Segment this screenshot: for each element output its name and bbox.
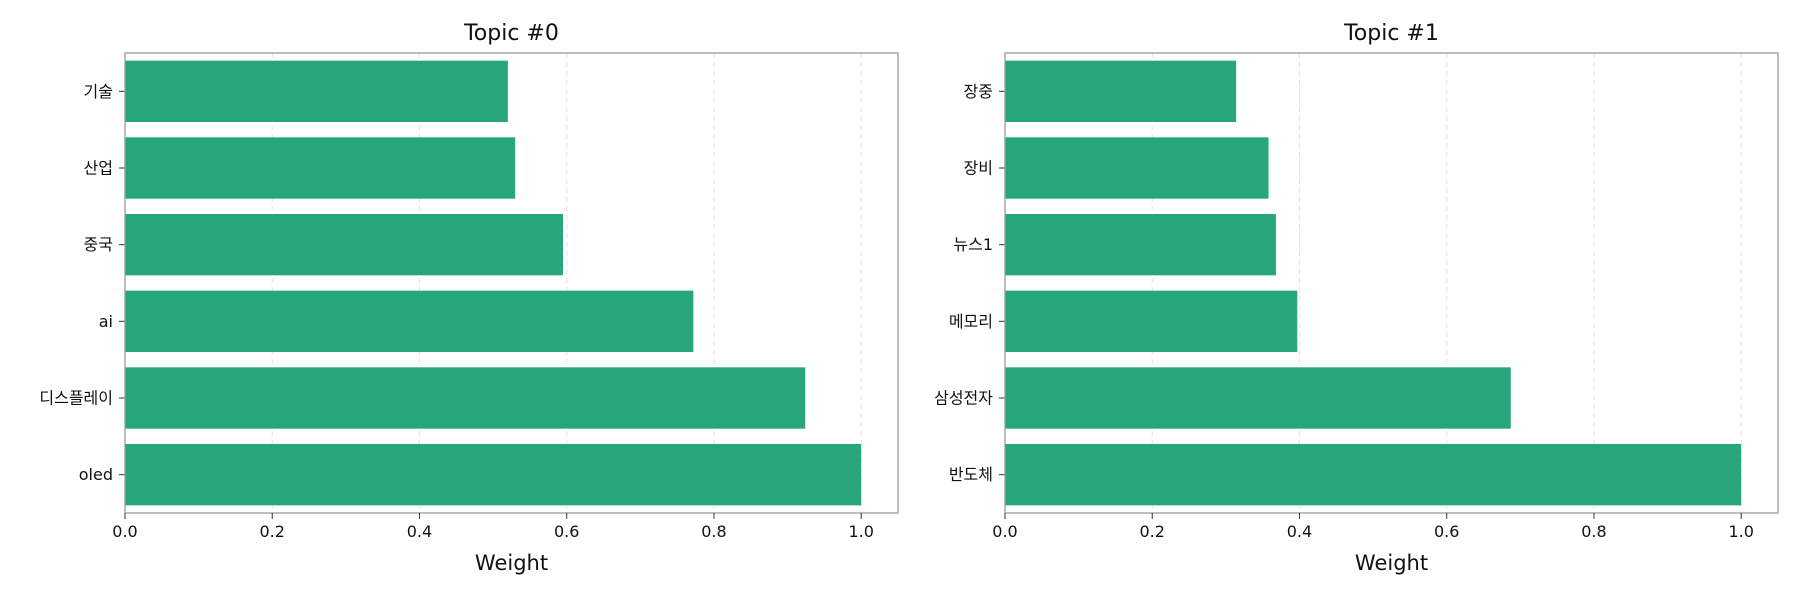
category-label: ai — [99, 312, 113, 331]
bar-0 — [125, 60, 508, 122]
category-label: 메모리 — [949, 312, 993, 331]
category-label: 장비 — [964, 159, 993, 178]
x-tick-label: 0.8 — [701, 522, 726, 541]
bar-4 — [125, 367, 806, 429]
x-tick-label: 0.2 — [1140, 522, 1165, 541]
category-label: oled — [79, 465, 113, 484]
chart-title: Topic #1 — [1343, 21, 1439, 46]
x-tick-label: 1.0 — [1728, 522, 1753, 541]
bar-0 — [1005, 60, 1237, 122]
category-label: 산업 — [84, 159, 113, 178]
bar-1 — [125, 137, 516, 199]
axes-frame — [124, 52, 899, 514]
bar-2 — [1005, 214, 1276, 276]
category-label: 기술 — [84, 82, 113, 101]
bar-3 — [1005, 290, 1298, 352]
bar-4 — [1005, 367, 1511, 429]
x-tick-label: 0.4 — [407, 522, 432, 541]
category-label: 디스플레이 — [39, 389, 113, 408]
bar-2 — [125, 214, 564, 276]
bar-3 — [125, 290, 694, 352]
category-label: 장중 — [964, 82, 993, 101]
category-label: 뉴스1 — [953, 235, 993, 254]
chart-title: Topic #0 — [463, 21, 559, 46]
axes-frame — [1004, 52, 1779, 514]
x-tick-label: 0.4 — [1287, 522, 1312, 541]
bar-5 — [125, 444, 862, 506]
bar-5 — [1005, 444, 1742, 506]
x-tick-label: 0.8 — [1581, 522, 1606, 541]
bar-1 — [1005, 137, 1269, 199]
x-axis-label: Weight — [475, 551, 548, 575]
x-tick-label: 1.0 — [848, 522, 873, 541]
x-tick-label: 0.0 — [992, 522, 1017, 541]
x-axis-label: Weight — [1355, 551, 1428, 575]
category-label: 반도체 — [949, 465, 993, 484]
x-tick-label: 0.6 — [1434, 522, 1459, 541]
category-label: 삼성전자 — [934, 389, 993, 408]
x-tick-label: 0.0 — [112, 522, 137, 541]
x-tick-label: 0.6 — [554, 522, 579, 541]
category-label: 중국 — [84, 235, 113, 254]
x-tick-label: 0.2 — [260, 522, 285, 541]
